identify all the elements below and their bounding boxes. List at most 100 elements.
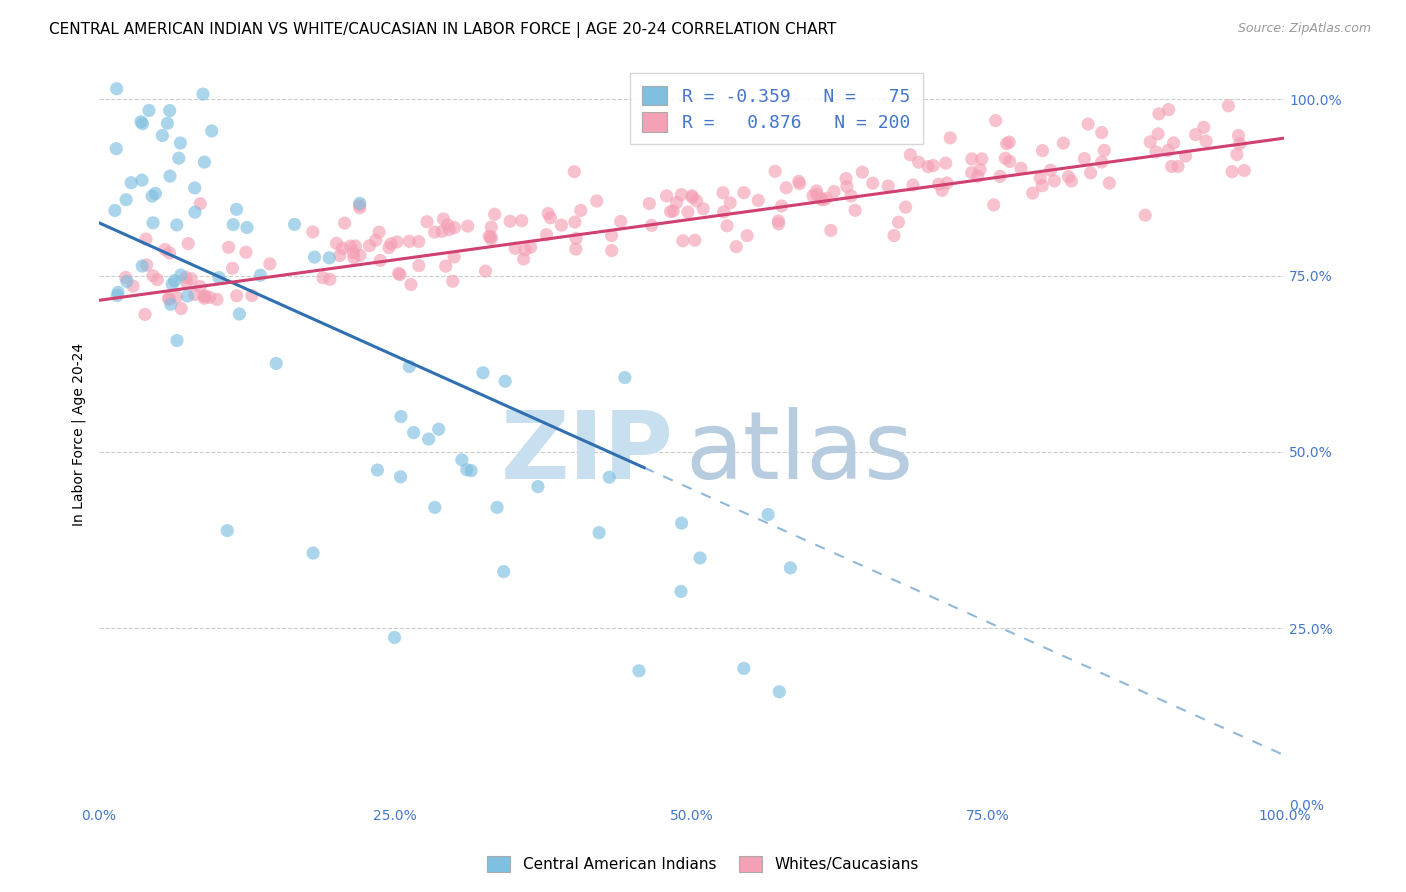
Point	[1022, 186, 1045, 200]
Point	[810, 192, 832, 206]
Point	[1157, 103, 1180, 117]
Point	[787, 174, 810, 188]
Point	[928, 178, 950, 192]
Point	[770, 199, 793, 213]
Point	[378, 241, 401, 255]
Point	[217, 524, 239, 538]
Point	[1077, 117, 1099, 131]
Point	[519, 240, 541, 254]
Point	[156, 116, 179, 130]
Point	[806, 184, 828, 198]
Point	[145, 186, 167, 201]
Point	[135, 258, 157, 272]
Point	[339, 239, 361, 253]
Point	[129, 115, 152, 129]
Point	[153, 243, 176, 257]
Point	[174, 270, 197, 285]
Point	[159, 103, 181, 118]
Point	[883, 228, 905, 243]
Point	[492, 565, 515, 579]
Point	[166, 218, 188, 232]
Point	[801, 189, 824, 203]
Point	[184, 181, 207, 195]
Point	[550, 218, 572, 232]
Point	[283, 218, 305, 232]
Point	[1144, 145, 1167, 159]
Point	[1091, 126, 1114, 140]
Point	[385, 235, 408, 249]
Point	[1195, 134, 1218, 148]
Point	[851, 165, 873, 179]
Point	[931, 183, 953, 197]
Point	[236, 220, 259, 235]
Point	[1029, 171, 1052, 186]
Point	[983, 198, 1005, 212]
Point	[970, 152, 993, 166]
Point	[713, 205, 735, 219]
Point	[609, 214, 631, 228]
Point	[122, 279, 145, 293]
Point	[479, 220, 502, 235]
Point	[901, 178, 924, 192]
Point	[191, 87, 214, 101]
Point	[131, 173, 153, 187]
Point	[120, 176, 142, 190]
Point	[157, 291, 180, 305]
Point	[1233, 163, 1256, 178]
Point	[1163, 136, 1185, 150]
Point	[1092, 144, 1115, 158]
Point	[193, 155, 215, 169]
Y-axis label: In Labor Force | Age 20-24: In Labor Force | Age 20-24	[72, 343, 86, 526]
Point	[681, 188, 703, 202]
Point	[779, 561, 801, 575]
Point	[105, 81, 128, 95]
Point	[177, 236, 200, 251]
Point	[499, 214, 522, 228]
Point	[1043, 174, 1066, 188]
Point	[399, 277, 422, 292]
Point	[1147, 127, 1170, 141]
Point	[176, 289, 198, 303]
Point	[349, 248, 371, 262]
Point	[325, 236, 347, 251]
Point	[936, 176, 959, 190]
Point	[105, 288, 128, 302]
Point	[150, 128, 173, 143]
Point	[844, 203, 866, 218]
Point	[733, 186, 755, 200]
Point	[669, 584, 692, 599]
Point	[894, 200, 917, 214]
Point	[115, 275, 138, 289]
Point	[494, 374, 516, 388]
Point	[159, 246, 181, 260]
Point	[527, 480, 550, 494]
Point	[484, 207, 506, 221]
Point	[434, 259, 457, 273]
Point	[188, 279, 211, 293]
Point	[364, 233, 387, 247]
Point	[443, 250, 465, 264]
Point	[304, 250, 326, 264]
Point	[969, 162, 991, 177]
Point	[565, 242, 588, 256]
Point	[862, 176, 884, 190]
Point	[240, 288, 263, 302]
Point	[1098, 176, 1121, 190]
Point	[225, 289, 247, 303]
Point	[671, 187, 693, 202]
Point	[718, 195, 741, 210]
Point	[138, 103, 160, 118]
Point	[333, 216, 356, 230]
Point	[655, 189, 678, 203]
Legend: R = -0.359   N =   75, R =   0.876   N = 200: R = -0.359 N = 75, R = 0.876 N = 200	[630, 73, 922, 145]
Point	[264, 356, 287, 370]
Point	[512, 252, 534, 266]
Point	[368, 225, 391, 239]
Point	[430, 224, 453, 238]
Point	[898, 148, 921, 162]
Point	[935, 156, 957, 170]
Point	[600, 228, 623, 243]
Point	[416, 215, 439, 229]
Point	[427, 422, 450, 436]
Point	[418, 432, 440, 446]
